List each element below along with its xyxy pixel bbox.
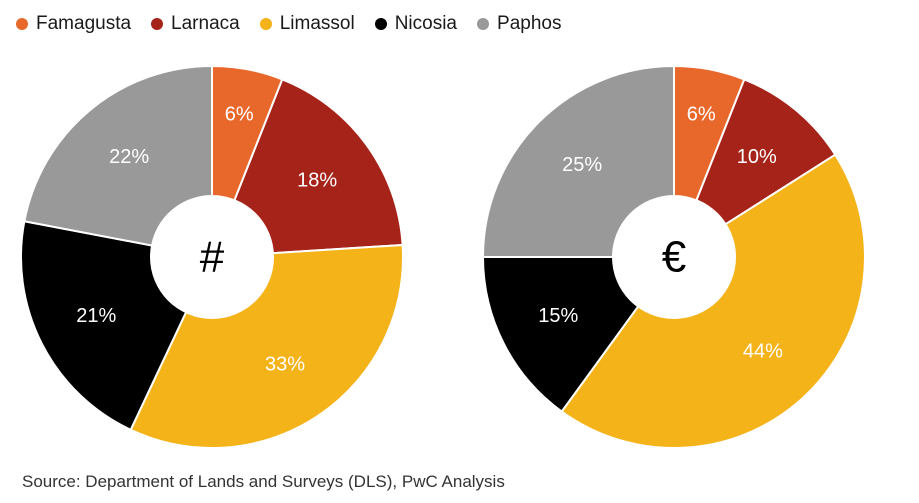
chart-1-label-famagusta: 6% — [225, 103, 254, 125]
legend-item-larnaca: Larnaca — [151, 13, 240, 35]
chart-2-label-famagusta: 6% — [687, 103, 716, 125]
legend-dot-larnaca — [151, 18, 164, 30]
chart-1-center-hole — [150, 195, 274, 319]
chart-2-label-paphos: 25% — [562, 154, 602, 176]
chart-2-label-nicosia: 15% — [538, 305, 578, 327]
legend-label-larnaca: Larnaca — [171, 13, 240, 34]
legend-label-paphos: Paphos — [497, 13, 562, 34]
legend-item-nicosia: Nicosia — [374, 13, 458, 35]
legend-item-paphos: Paphos — [477, 13, 561, 35]
chart-2-center-hole — [612, 195, 736, 319]
chart-1-slice-paphos — [23, 65, 213, 258]
chart-2-label-limassol: 44% — [743, 341, 783, 363]
chart-1-label-limassol: 33% — [265, 353, 305, 375]
chart-1-label-paphos: 22% — [109, 146, 149, 168]
chart-2-label-larnaca: 10% — [737, 146, 777, 168]
legend-dot-limassol — [259, 18, 272, 30]
legend-dot-famagusta — [16, 18, 28, 30]
legend-label-limassol: Limassol — [279, 13, 355, 34]
legend-dot-nicosia — [374, 18, 387, 30]
legend-label-famagusta: Famagusta — [36, 13, 132, 34]
legend-item-limassol: Limassol — [259, 13, 355, 35]
legend-label-nicosia: Nicosia — [394, 13, 458, 34]
legend-dot-paphos — [477, 18, 490, 30]
chart-1-label-nicosia: 21% — [76, 305, 116, 327]
legend-item-famagusta: Famagusta — [16, 13, 131, 35]
chart-1-slice-larnaca — [211, 78, 404, 258]
legend: Famagusta Larnaca Limassol Nicosia Papho… — [16, 10, 561, 38]
chart-2-center-label: € — [662, 233, 686, 282]
source-note: Source: Department of Lands and Surveys … — [22, 472, 505, 491]
chart-1-label-larnaca: 18% — [297, 170, 337, 192]
chart-2-slice-paphos — [482, 65, 675, 258]
chart-1-center-label: # — [200, 233, 225, 282]
